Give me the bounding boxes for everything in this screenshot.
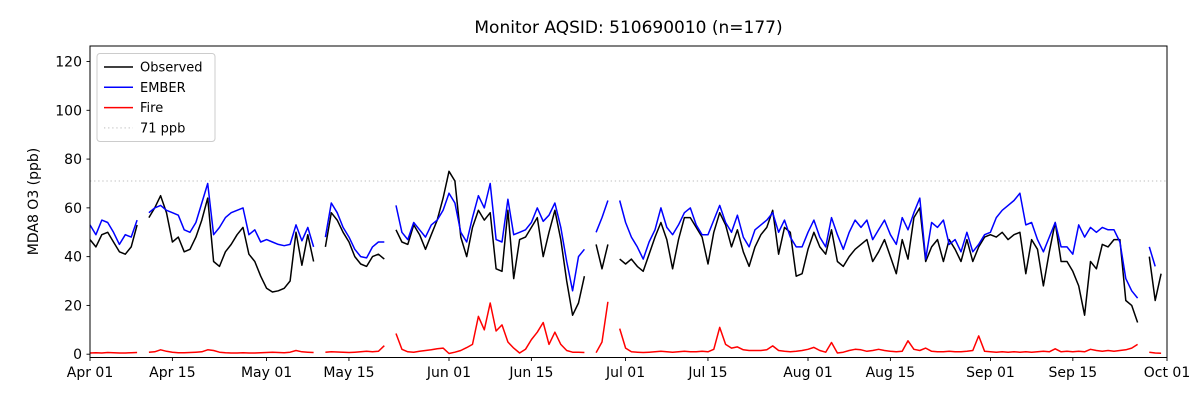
- x-tick-label: May 01: [241, 365, 292, 381]
- legend-label: Observed: [140, 61, 203, 76]
- observed-line: [89, 224, 138, 255]
- x-tick-label: Aug 15: [866, 365, 916, 381]
- observed-line: [595, 244, 609, 270]
- legend-label: 71 ppb: [140, 121, 185, 136]
- x-tick-label: Aug 01: [783, 365, 833, 381]
- legend-label: EMBER: [140, 81, 186, 96]
- ember-line: [324, 202, 385, 259]
- x-tick-label: Apr 15: [149, 365, 195, 381]
- y-axis-label: MDA8 O3 (ppb): [26, 148, 42, 256]
- fire-line: [395, 302, 585, 355]
- ember-line: [148, 182, 315, 248]
- legend-item-observed: Observed: [104, 61, 203, 76]
- legend-item-ember: EMBER: [104, 81, 186, 96]
- observed-line: [395, 170, 586, 316]
- legend-label: Fire: [140, 101, 163, 116]
- observed-line: [619, 207, 1139, 323]
- legend-item-fire: Fire: [104, 101, 163, 116]
- ember-line: [1148, 246, 1156, 267]
- plot-background: [90, 46, 1167, 358]
- data-series-group: [89, 170, 1162, 355]
- y-tick-label: 100: [55, 103, 82, 119]
- plot-spines: [89, 45, 1168, 358]
- observed-line: [148, 194, 315, 293]
- y-axis: 0 20 40 60 80 100 120: [55, 55, 90, 363]
- legend: Observed EMBER Fire 71 ppb: [96, 53, 216, 142]
- fire-line: [89, 351, 138, 354]
- x-tick-label: Oct 01: [1144, 365, 1190, 381]
- fire-line: [618, 326, 1138, 354]
- observed-line: [324, 211, 385, 268]
- fire-line: [148, 349, 314, 354]
- x-tick-label: Sep 01: [966, 365, 1015, 381]
- y-tick-label: 80: [64, 152, 82, 168]
- x-tick-label: Apr 01: [67, 365, 113, 381]
- plot-area: [90, 46, 1167, 358]
- ember-line: [395, 182, 585, 292]
- x-tick-label: Sep 15: [1049, 365, 1098, 381]
- plot-border: [89, 45, 1168, 358]
- y-tick-label: 0: [73, 347, 82, 363]
- x-tick-label: Jun 01: [426, 365, 471, 381]
- x-tick-label: Jul 15: [687, 365, 727, 381]
- x-tick-label: Jul 01: [605, 365, 645, 381]
- y-tick-label: 20: [64, 298, 82, 314]
- fire-line: [1149, 351, 1162, 354]
- legend-item-71-ppb: 71 ppb: [104, 121, 185, 136]
- legend-box: [96, 53, 216, 142]
- observed-line: [1148, 256, 1162, 302]
- ember-line: [595, 200, 609, 233]
- ember-line: [618, 192, 1139, 299]
- x-tick-label: Jun 15: [508, 365, 553, 381]
- chart-title: Monitor AQSID: 510690010 (n=177): [474, 18, 782, 38]
- fire-line: [325, 345, 385, 354]
- ember-line: [89, 219, 138, 246]
- y-tick-label: 120: [55, 55, 82, 71]
- y-tick-label: 60: [64, 201, 82, 217]
- y-tick-label: 40: [64, 250, 82, 266]
- fire-line: [595, 301, 609, 354]
- x-axis: Apr 01 Apr 15 May 01 May 15 Jun 01 Jun 15 Jul …: [67, 357, 1190, 381]
- x-tick-label: May 15: [323, 365, 374, 381]
